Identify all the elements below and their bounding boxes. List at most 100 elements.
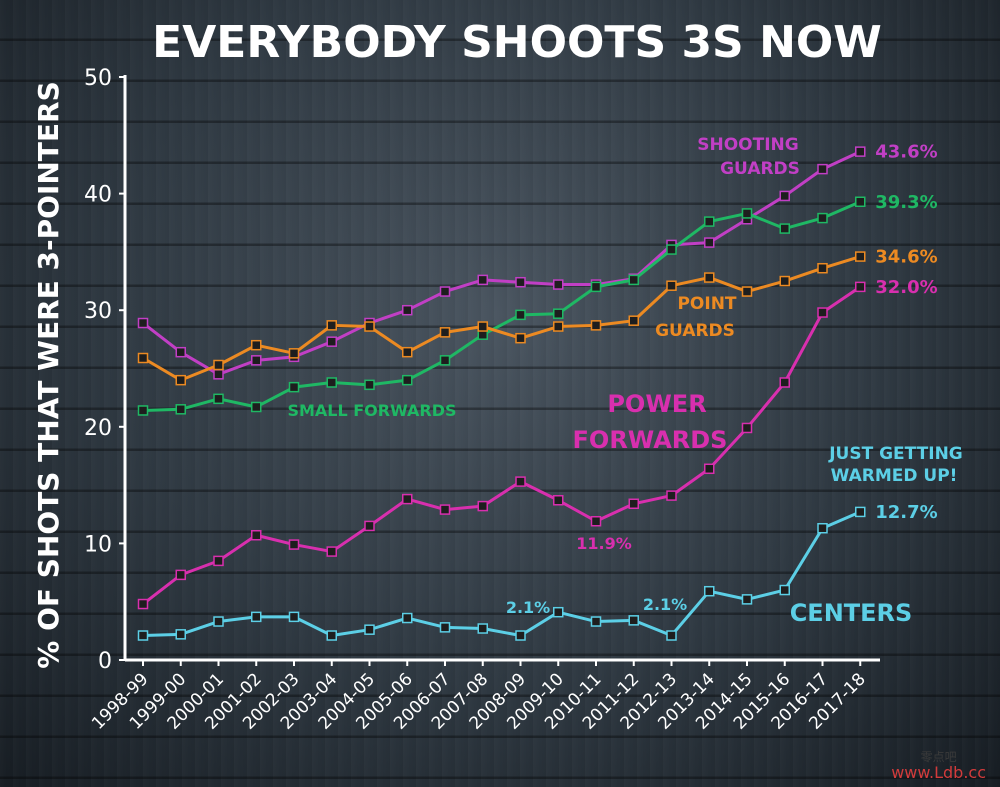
data-point — [817, 522, 828, 534]
annotation-label: 11.9% — [576, 534, 632, 553]
data-point — [175, 404, 186, 415]
data-point — [779, 190, 790, 202]
data-point — [590, 281, 602, 293]
annotation-label: JUST GETTING — [828, 444, 963, 464]
data-point — [364, 321, 375, 332]
annotation-label: 2.1% — [506, 598, 550, 617]
data-point — [402, 304, 413, 316]
data-point — [704, 272, 715, 283]
data-point — [590, 515, 602, 527]
annotation-label: POINT — [677, 294, 736, 314]
series-line — [142, 510, 861, 638]
data-point — [666, 490, 677, 501]
data-point — [364, 520, 375, 532]
end-value-label: 39.3% — [875, 192, 937, 213]
end-value-label: 43.6% — [875, 142, 937, 163]
data-point — [137, 317, 149, 329]
series-line — [142, 150, 861, 376]
data-point — [288, 539, 300, 550]
y-tick-label: 50 — [84, 66, 112, 91]
data-point — [364, 624, 375, 635]
watermark: 零点吧 www.Ldb.cc — [891, 749, 986, 781]
data-point — [477, 500, 488, 512]
data-point — [628, 274, 639, 286]
end-labels: 43.6% 39.3% 34.6% 32.0% 12.7% — [875, 142, 937, 523]
end-value-label: 34.6% — [875, 247, 937, 268]
data-point — [704, 216, 715, 227]
data-point — [704, 585, 715, 597]
data-point — [855, 196, 866, 208]
annotation-label: GUARDS — [655, 321, 735, 341]
data-point — [779, 377, 790, 388]
series-line — [142, 200, 861, 412]
data-point — [515, 476, 526, 487]
data-point — [213, 369, 224, 380]
data-point — [326, 630, 337, 641]
data-point — [137, 630, 149, 641]
data-point — [779, 275, 790, 287]
y-tick-label: 30 — [84, 299, 112, 324]
data-point — [704, 237, 715, 248]
series-centers — [137, 506, 866, 641]
data-point — [590, 616, 602, 627]
data-point — [175, 346, 186, 358]
series-shooting-guards — [137, 146, 866, 380]
data-point — [817, 212, 828, 224]
data-point — [855, 281, 866, 293]
data-point — [817, 307, 828, 318]
data-point — [213, 616, 224, 627]
data-point — [590, 320, 602, 331]
data-point — [515, 276, 526, 288]
data-point — [855, 506, 866, 518]
data-point — [666, 244, 677, 255]
data-point — [402, 493, 413, 505]
data-point — [288, 611, 300, 623]
data-point — [666, 280, 677, 291]
watermark-url: www.Ldb.cc — [891, 763, 986, 782]
axes — [123, 75, 880, 662]
data-point — [288, 381, 300, 393]
data-point — [213, 393, 224, 405]
data-point — [779, 223, 790, 234]
data-point — [515, 630, 526, 641]
data-point — [326, 377, 337, 388]
annotation-label: 2.1% — [643, 595, 687, 614]
data-point — [326, 336, 337, 347]
watermark-cn: 零点吧 — [920, 750, 957, 764]
data-point — [364, 379, 375, 391]
data-point — [251, 611, 262, 623]
data-point — [137, 352, 149, 364]
annotation-label: CENTERS — [790, 599, 913, 627]
data-point — [477, 623, 488, 634]
data-point — [137, 405, 149, 416]
data-point — [402, 612, 413, 624]
data-point — [439, 355, 451, 366]
data-point — [515, 309, 526, 321]
data-point — [213, 555, 224, 567]
data-point — [137, 598, 149, 610]
series-line — [142, 255, 861, 382]
data-point — [628, 315, 639, 326]
annotations: SHOOTING GUARDS POINT GUARDS SMALL FORWARDS P… — [287, 135, 962, 627]
series-layer — [137, 146, 866, 641]
series-point-guards — [137, 251, 866, 386]
data-point — [439, 622, 451, 633]
annotation-label: FORWARDS — [573, 426, 728, 454]
data-point — [855, 251, 866, 262]
data-point — [175, 629, 186, 640]
data-point — [213, 359, 224, 371]
y-axis-label: % OF SHOTS THAT WERE 3-POINTERS — [32, 81, 65, 668]
data-point — [175, 374, 186, 386]
data-point — [326, 546, 337, 557]
data-point — [817, 262, 828, 274]
data-point — [855, 146, 866, 157]
data-point — [741, 594, 753, 605]
y-tick-label: 40 — [84, 183, 112, 208]
data-point — [817, 163, 828, 175]
annotation-label: SHOOTING — [697, 135, 798, 155]
data-point — [251, 529, 262, 541]
annotation-label: WARMED UP! — [831, 466, 958, 486]
annotation-label: POWER — [607, 390, 706, 418]
data-point — [553, 279, 564, 290]
series-power-forwards — [137, 281, 866, 610]
